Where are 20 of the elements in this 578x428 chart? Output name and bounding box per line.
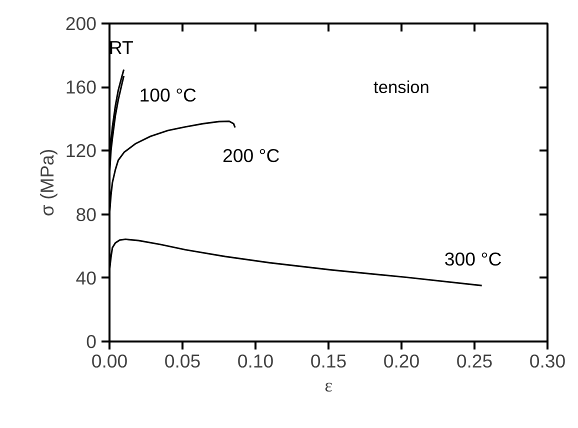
annotation: 300 °C: [444, 248, 502, 270]
y-tick-label: 0: [86, 331, 97, 352]
x-tick-label: 0.15: [310, 350, 347, 372]
y-tick-label: 40: [76, 267, 97, 288]
x-tick-label: 0.00: [91, 350, 128, 372]
x-tick-label: 0.05: [164, 350, 201, 372]
x-tick-label: 0.25: [456, 350, 493, 372]
y-tick-label: 80: [76, 204, 97, 225]
annotation: 200 °C: [222, 144, 280, 166]
y-axis-title: σ (MPa): [36, 148, 58, 216]
y-tick-label: 200: [65, 13, 97, 34]
y-tick-label: 120: [65, 140, 97, 162]
annotation: tension: [374, 77, 430, 98]
x-tick-label: 0.30: [529, 350, 566, 372]
y-tick-label: 160: [65, 76, 97, 98]
x-tick-label: 0.10: [237, 350, 274, 372]
annotation: 100 °C: [139, 84, 197, 106]
annotation: RT: [108, 36, 134, 58]
x-axis-title: ε: [324, 376, 333, 396]
x-tick-label: 0.20: [383, 350, 420, 372]
